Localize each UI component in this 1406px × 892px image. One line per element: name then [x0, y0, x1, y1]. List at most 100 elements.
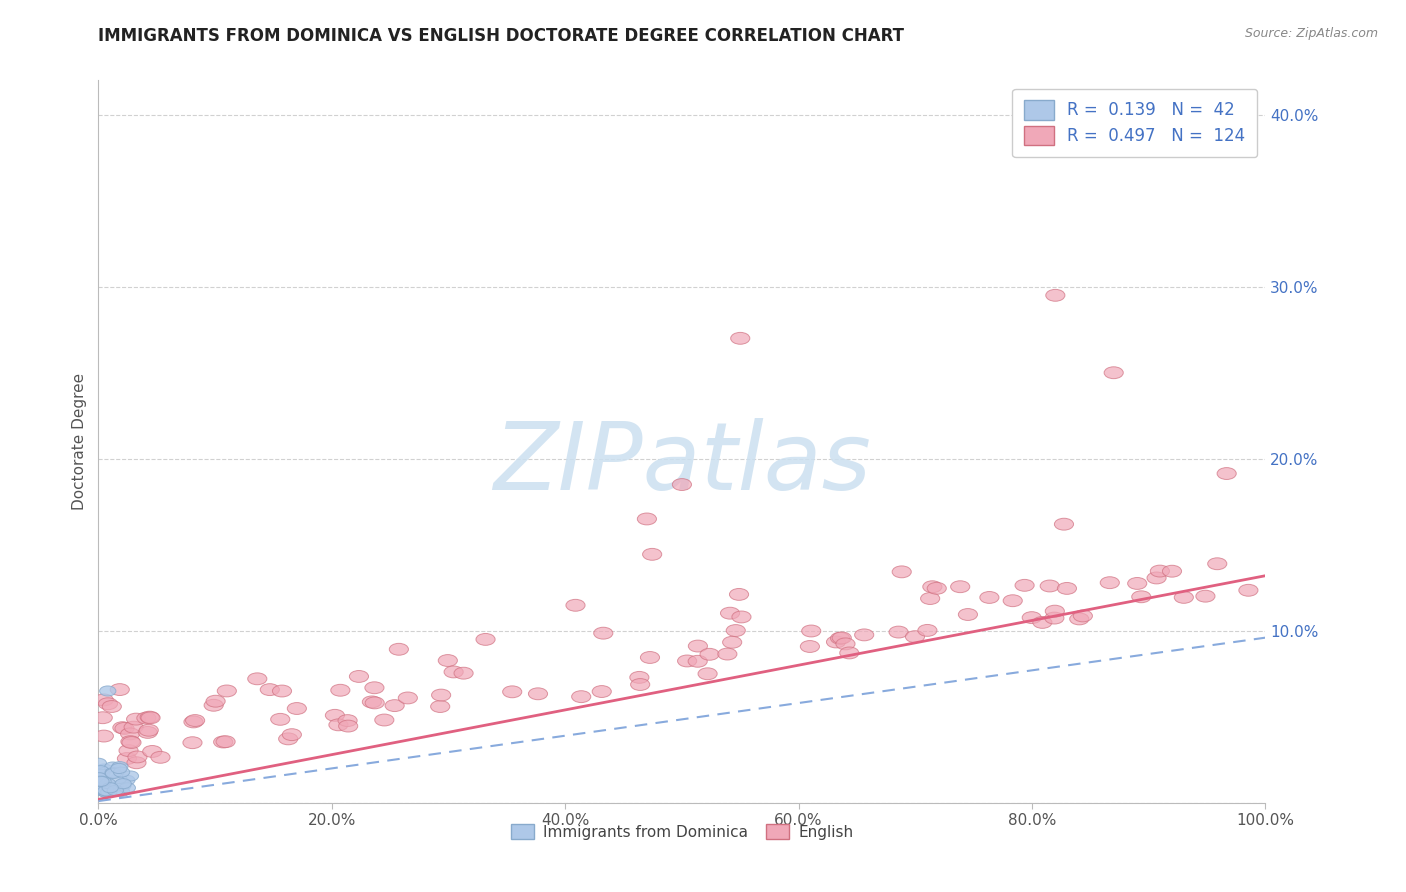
Ellipse shape	[1015, 580, 1035, 591]
Ellipse shape	[101, 783, 118, 793]
Ellipse shape	[122, 771, 139, 781]
Ellipse shape	[91, 772, 108, 782]
Ellipse shape	[103, 782, 118, 793]
Ellipse shape	[801, 625, 821, 637]
Ellipse shape	[385, 699, 405, 712]
Ellipse shape	[217, 736, 235, 747]
Ellipse shape	[363, 696, 381, 708]
Ellipse shape	[93, 712, 112, 723]
Ellipse shape	[439, 655, 457, 666]
Ellipse shape	[278, 733, 298, 745]
Ellipse shape	[398, 692, 418, 704]
Ellipse shape	[112, 722, 132, 733]
Ellipse shape	[120, 745, 138, 756]
Ellipse shape	[725, 624, 745, 637]
Ellipse shape	[114, 787, 129, 797]
Ellipse shape	[637, 513, 657, 524]
Ellipse shape	[90, 758, 107, 768]
Ellipse shape	[1208, 558, 1227, 570]
Ellipse shape	[105, 768, 121, 778]
Ellipse shape	[1132, 591, 1152, 603]
Ellipse shape	[94, 694, 114, 706]
Ellipse shape	[432, 690, 451, 701]
Ellipse shape	[1045, 612, 1064, 624]
Ellipse shape	[430, 700, 450, 713]
Ellipse shape	[96, 764, 112, 774]
Ellipse shape	[1104, 367, 1123, 379]
Ellipse shape	[720, 607, 740, 619]
Ellipse shape	[150, 751, 170, 764]
Ellipse shape	[124, 722, 143, 733]
Ellipse shape	[502, 686, 522, 698]
Ellipse shape	[115, 779, 131, 789]
Ellipse shape	[260, 683, 280, 696]
Ellipse shape	[94, 731, 114, 742]
Ellipse shape	[271, 714, 290, 725]
Ellipse shape	[111, 764, 127, 773]
Ellipse shape	[121, 736, 141, 747]
Ellipse shape	[800, 640, 820, 652]
Ellipse shape	[1197, 591, 1215, 602]
Ellipse shape	[121, 728, 139, 739]
Ellipse shape	[905, 631, 925, 642]
Ellipse shape	[1174, 591, 1194, 603]
Ellipse shape	[1040, 580, 1059, 592]
Ellipse shape	[111, 762, 128, 772]
Ellipse shape	[640, 651, 659, 664]
Ellipse shape	[1073, 610, 1092, 622]
Legend: Immigrants from Dominica, English: Immigrants from Dominica, English	[505, 818, 859, 846]
Ellipse shape	[141, 711, 159, 723]
Ellipse shape	[105, 768, 121, 779]
Ellipse shape	[142, 746, 162, 757]
Ellipse shape	[96, 785, 112, 795]
Ellipse shape	[204, 699, 224, 711]
Ellipse shape	[697, 668, 717, 680]
Ellipse shape	[98, 788, 114, 797]
Ellipse shape	[1022, 612, 1042, 624]
Ellipse shape	[115, 723, 134, 734]
Ellipse shape	[120, 783, 135, 793]
Ellipse shape	[1070, 613, 1088, 625]
Ellipse shape	[959, 608, 977, 621]
Ellipse shape	[114, 767, 129, 777]
Ellipse shape	[104, 762, 121, 772]
Ellipse shape	[122, 737, 141, 748]
Ellipse shape	[893, 566, 911, 578]
Ellipse shape	[718, 648, 737, 660]
Ellipse shape	[927, 582, 946, 594]
Ellipse shape	[110, 683, 129, 696]
Ellipse shape	[94, 784, 111, 794]
Ellipse shape	[93, 765, 108, 776]
Ellipse shape	[127, 714, 146, 725]
Ellipse shape	[115, 780, 131, 790]
Ellipse shape	[283, 729, 301, 740]
Ellipse shape	[921, 592, 939, 605]
Ellipse shape	[837, 638, 855, 649]
Ellipse shape	[672, 479, 692, 491]
Ellipse shape	[98, 698, 118, 710]
Ellipse shape	[96, 785, 112, 795]
Ellipse shape	[94, 769, 110, 780]
Ellipse shape	[136, 712, 156, 724]
Ellipse shape	[831, 632, 849, 644]
Ellipse shape	[1163, 566, 1181, 577]
Y-axis label: Doctorate Degree: Doctorate Degree	[72, 373, 87, 510]
Ellipse shape	[141, 712, 160, 723]
Ellipse shape	[980, 591, 1000, 603]
Ellipse shape	[93, 779, 108, 789]
Ellipse shape	[389, 643, 408, 656]
Ellipse shape	[366, 697, 384, 709]
Text: Source: ZipAtlas.com: Source: ZipAtlas.com	[1244, 27, 1378, 40]
Ellipse shape	[349, 671, 368, 682]
Ellipse shape	[218, 685, 236, 697]
Ellipse shape	[918, 624, 936, 636]
Ellipse shape	[643, 549, 662, 560]
Ellipse shape	[572, 690, 591, 703]
Ellipse shape	[855, 629, 873, 640]
Ellipse shape	[688, 656, 707, 667]
Ellipse shape	[364, 681, 384, 694]
Ellipse shape	[98, 785, 115, 796]
Ellipse shape	[103, 700, 121, 713]
Ellipse shape	[183, 737, 202, 748]
Ellipse shape	[247, 673, 267, 685]
